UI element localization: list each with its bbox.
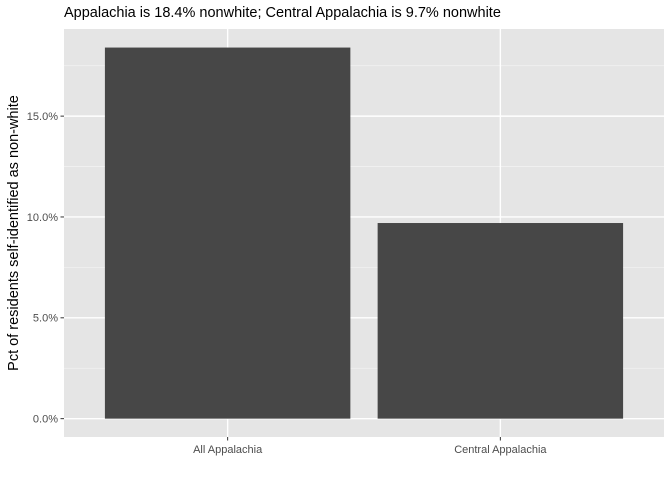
x-tick-label: All Appalachia: [193, 444, 263, 456]
y-tick-label: 5.0%: [33, 313, 58, 325]
x-tick-label: Central Appalachia: [454, 444, 547, 456]
y-tick-label: 0.0%: [33, 413, 58, 425]
y-tick-label: 15.0%: [27, 111, 58, 123]
bar-central-appalachia: [377, 223, 624, 419]
y-tick-label: 10.0%: [27, 212, 58, 224]
chart-title: Appalachia is 18.4% nonwhite; Central Ap…: [64, 5, 501, 21]
bar-all-appalachia: [104, 47, 351, 419]
